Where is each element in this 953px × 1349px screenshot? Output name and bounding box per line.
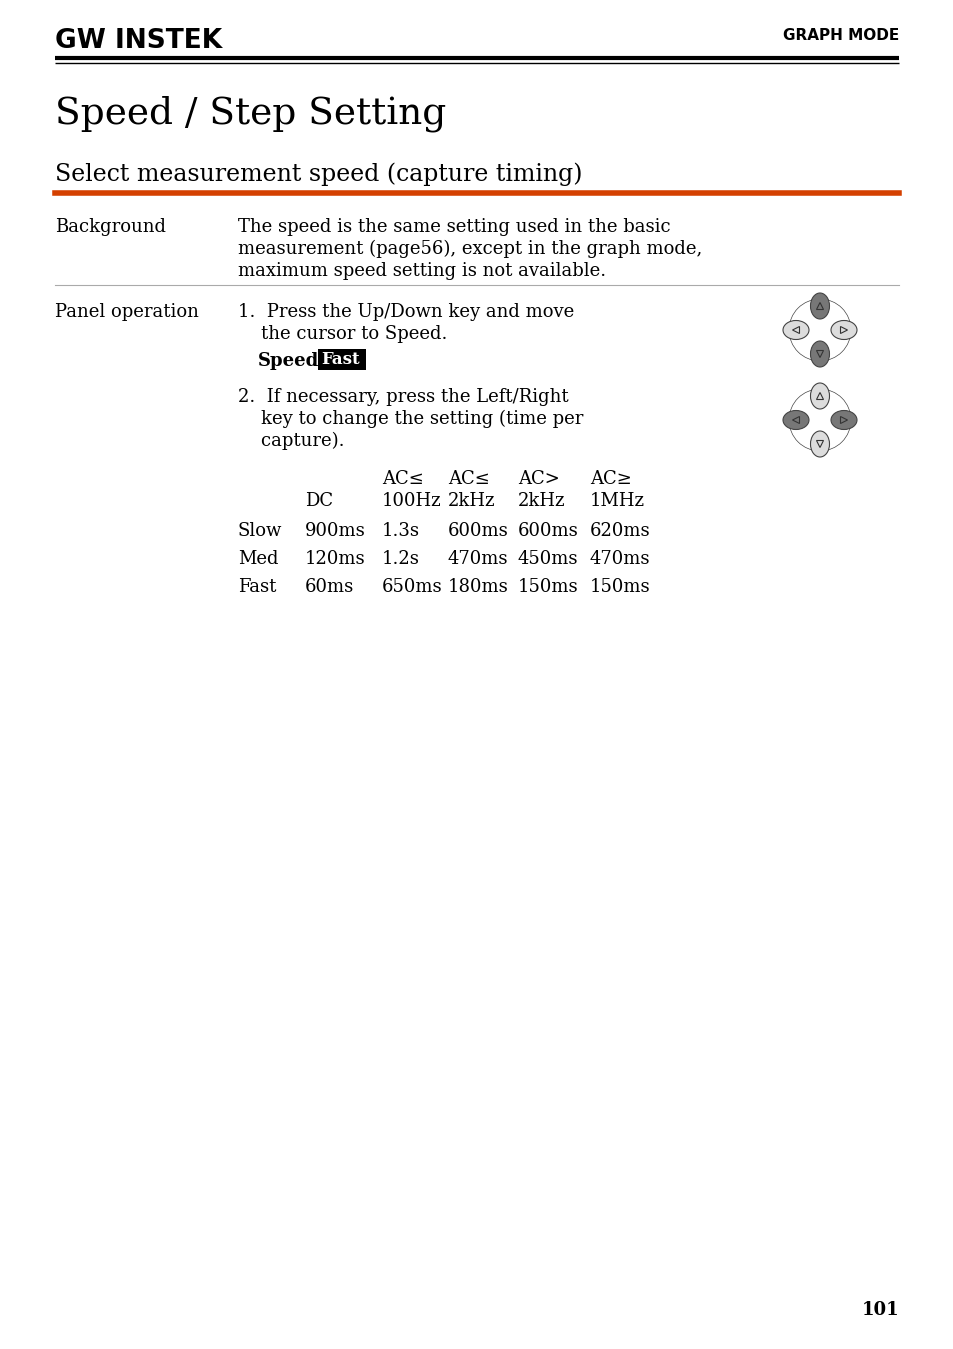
Text: the cursor to Speed.: the cursor to Speed.	[237, 325, 447, 343]
Text: The speed is the same setting used in the basic: The speed is the same setting used in th…	[237, 219, 670, 236]
Text: 150ms: 150ms	[589, 577, 650, 596]
Text: measurement (page56), except in the graph mode,: measurement (page56), except in the grap…	[237, 240, 701, 258]
Ellipse shape	[782, 321, 808, 340]
Text: Background: Background	[55, 219, 166, 236]
Text: 101: 101	[861, 1300, 898, 1319]
Text: 1.3s: 1.3s	[381, 522, 419, 540]
Text: 120ms: 120ms	[305, 550, 365, 568]
Text: Speed:: Speed:	[257, 352, 326, 370]
Ellipse shape	[830, 321, 856, 340]
Ellipse shape	[810, 293, 828, 318]
Text: 1MHz: 1MHz	[589, 492, 644, 510]
Text: 150ms: 150ms	[517, 577, 578, 596]
Text: Panel operation: Panel operation	[55, 304, 198, 321]
Ellipse shape	[810, 430, 828, 457]
Ellipse shape	[810, 383, 828, 409]
Text: 60ms: 60ms	[305, 577, 354, 596]
Text: 1.  Press the Up/Down key and move: 1. Press the Up/Down key and move	[237, 304, 574, 321]
Text: 620ms: 620ms	[589, 522, 650, 540]
Text: 100Hz: 100Hz	[381, 492, 441, 510]
Text: Fast: Fast	[320, 351, 359, 368]
Circle shape	[788, 299, 850, 362]
Text: 2kHz: 2kHz	[448, 492, 495, 510]
Text: maximum speed setting is not available.: maximum speed setting is not available.	[237, 262, 605, 281]
Text: DC: DC	[305, 492, 333, 510]
Text: Select measurement speed (capture timing): Select measurement speed (capture timing…	[55, 162, 582, 186]
Circle shape	[788, 389, 850, 451]
Ellipse shape	[810, 341, 828, 367]
Text: 450ms: 450ms	[517, 550, 578, 568]
Text: key to change the setting (time per: key to change the setting (time per	[237, 410, 583, 428]
Text: capture).: capture).	[237, 432, 344, 451]
Text: 600ms: 600ms	[448, 522, 508, 540]
Ellipse shape	[830, 410, 856, 429]
Text: GRAPH MODE: GRAPH MODE	[781, 28, 898, 43]
Text: Speed / Step Setting: Speed / Step Setting	[55, 94, 446, 131]
Text: 470ms: 470ms	[589, 550, 650, 568]
FancyBboxPatch shape	[317, 349, 366, 370]
Text: AC≤: AC≤	[381, 469, 423, 488]
Text: 470ms: 470ms	[448, 550, 508, 568]
Text: 1.2s: 1.2s	[381, 550, 419, 568]
Text: 650ms: 650ms	[381, 577, 442, 596]
Text: AC≥: AC≥	[589, 469, 631, 488]
Text: 180ms: 180ms	[448, 577, 508, 596]
Ellipse shape	[782, 410, 808, 429]
Text: 2kHz: 2kHz	[517, 492, 565, 510]
Text: 600ms: 600ms	[517, 522, 578, 540]
Text: Med: Med	[237, 550, 278, 568]
Text: Slow: Slow	[237, 522, 282, 540]
Text: 900ms: 900ms	[305, 522, 365, 540]
Text: 2.  If necessary, press the Left/Right: 2. If necessary, press the Left/Right	[237, 389, 568, 406]
Text: GW INSTEK: GW INSTEK	[55, 28, 222, 54]
Text: AC>: AC>	[517, 469, 559, 488]
Text: AC≤: AC≤	[448, 469, 489, 488]
Text: Fast: Fast	[237, 577, 276, 596]
